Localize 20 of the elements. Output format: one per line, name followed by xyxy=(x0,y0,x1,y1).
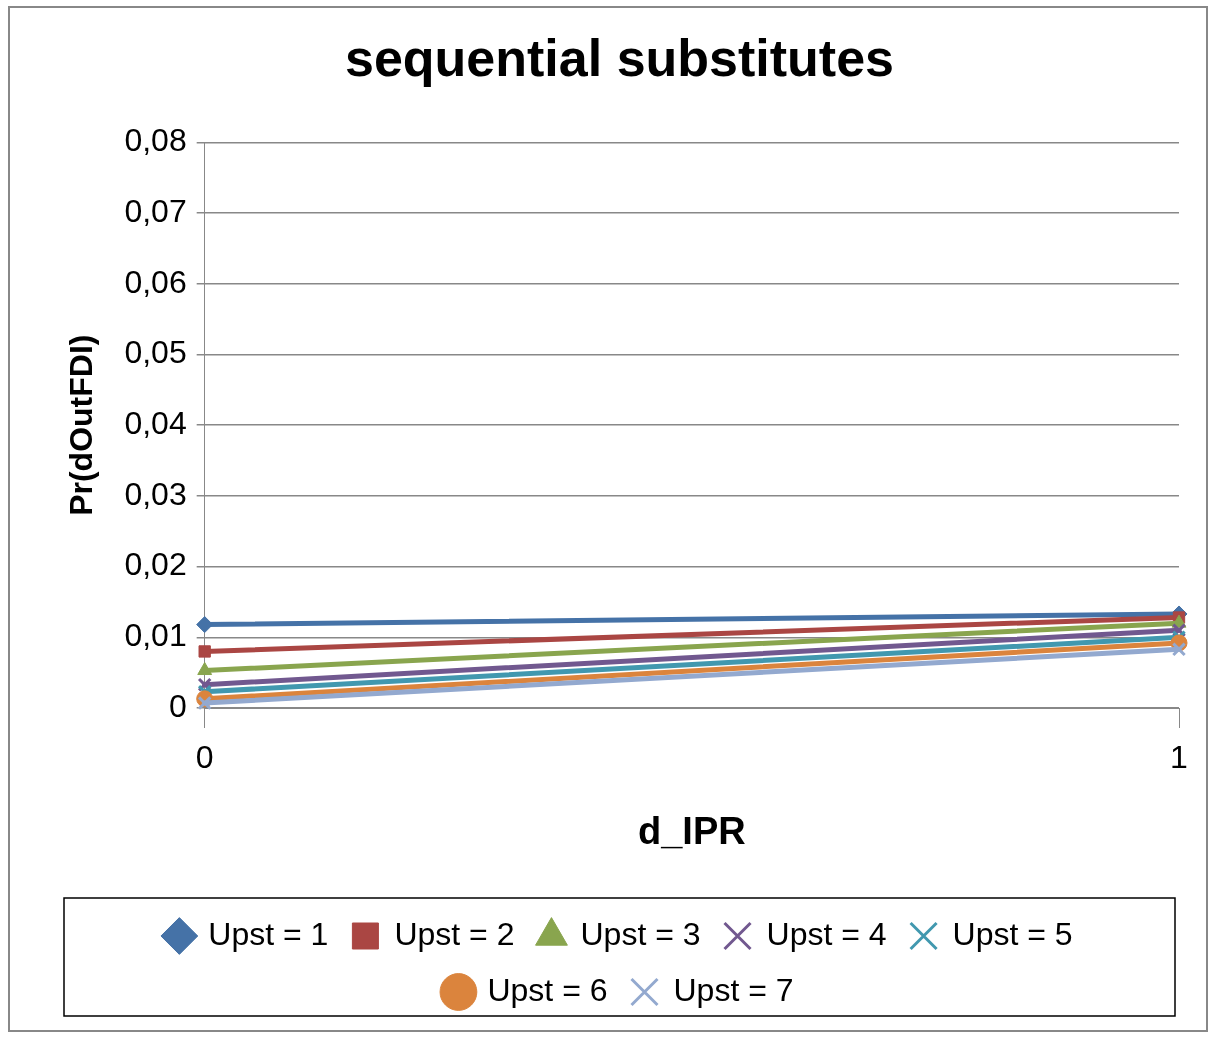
y-tick-label: 0,07 xyxy=(124,192,187,229)
chart-title: sequential substitutes xyxy=(345,28,894,87)
y-tick-label: 0,08 xyxy=(124,122,187,159)
legend-label: Upst = 4 xyxy=(766,915,887,952)
legend-label: Upst = 1 xyxy=(208,915,329,952)
y-axis-title: Pr(dOutFDI) xyxy=(63,334,100,516)
legend-label: Upst = 7 xyxy=(673,971,794,1008)
legend-label: Upst = 2 xyxy=(394,915,515,952)
y-tick-label: 0,05 xyxy=(124,334,187,371)
y-tick-label: 0,04 xyxy=(124,405,187,442)
y-tick-label: 0,02 xyxy=(124,546,187,583)
legend-label: Upst = 5 xyxy=(952,915,1073,952)
y-tick-label: 0,01 xyxy=(124,617,187,654)
legend-label: Upst = 3 xyxy=(580,915,701,952)
y-tick-label: 0,06 xyxy=(124,263,187,300)
y-tick-label: 0 xyxy=(168,687,187,724)
y-tick-label: 0,03 xyxy=(124,475,187,512)
x-axis-title: d_IPR xyxy=(637,809,746,852)
x-tick-label: 1 xyxy=(1170,739,1188,776)
legend-label: Upst = 6 xyxy=(487,971,608,1008)
